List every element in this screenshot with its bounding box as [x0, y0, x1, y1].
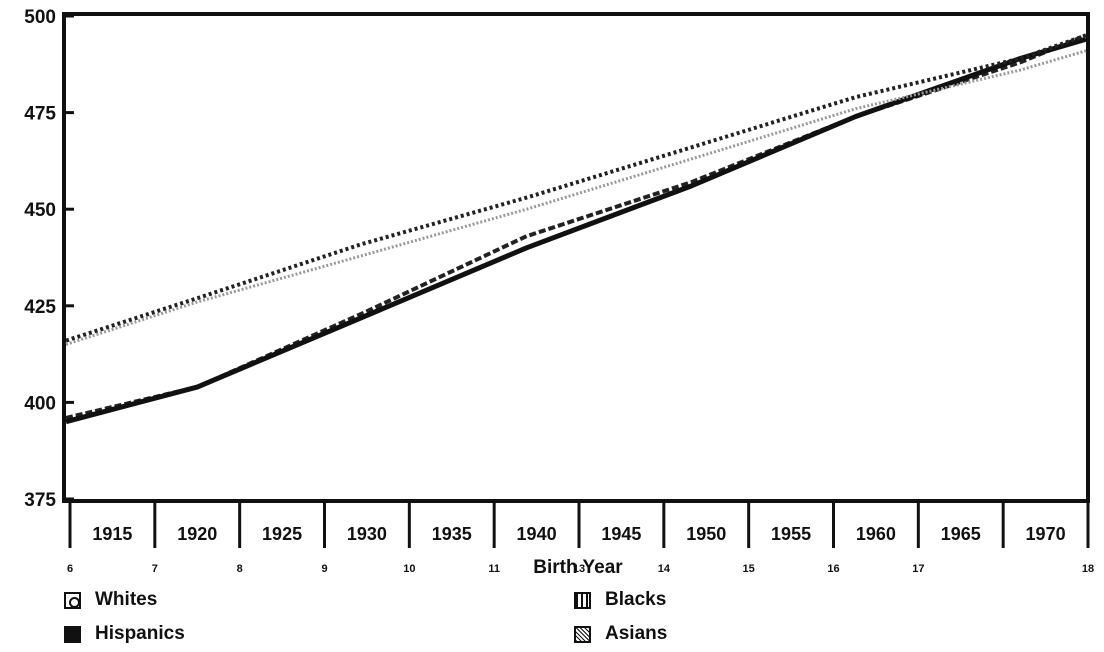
y-tick-label: 375	[24, 490, 56, 511]
x-tick-label: 1950	[686, 524, 726, 544]
y-tick-label: 425	[24, 297, 56, 318]
x-index-label: 16	[827, 563, 839, 575]
series-line-blacks	[65, 33, 1087, 343]
y-tick-label: 400	[24, 393, 56, 414]
x-tick-label: 1915	[92, 524, 132, 544]
x-index-label: 14	[658, 563, 671, 575]
x-axis-label: Birth Year	[533, 557, 623, 578]
x-tick-label: 1935	[432, 524, 472, 544]
x-axis: 1915 1920 1925 1930 1935 1940 1945 1950 1955 1960…	[67, 501, 1094, 575]
x-tick-label: 1930	[347, 524, 387, 544]
x-index-label: 6	[67, 563, 73, 575]
x-index-label: 17	[912, 563, 924, 575]
x-tick-label: 1945	[601, 524, 641, 544]
x-index-label: 9	[321, 563, 327, 575]
x-tick-label: 1955	[771, 524, 811, 544]
x-tick-label: 1965	[941, 524, 981, 544]
y-tick-label: 475	[24, 104, 56, 125]
y-tick-label: 500	[24, 7, 56, 28]
plot-frame	[62, 12, 1090, 503]
x-tick-label: 1970	[1026, 524, 1066, 544]
series-lines	[65, 33, 1087, 425]
y-axis: 375 400 425 450 475 500	[24, 7, 74, 511]
x-tick-label: 1925	[262, 524, 302, 544]
series-line-hispanics	[65, 36, 1087, 425]
x-tick-label: 1920	[177, 524, 217, 544]
x-index-label: 15	[743, 563, 755, 575]
x-index-label: 10	[403, 563, 415, 575]
series-line-asians	[65, 49, 1087, 346]
x-index-label: 13	[573, 563, 585, 575]
x-index-label: 18	[1082, 563, 1094, 575]
x-index-label: 7	[152, 563, 158, 575]
x-index-label: 11	[488, 563, 500, 575]
x-index-label: 8	[237, 563, 243, 575]
y-tick-label: 450	[24, 200, 56, 221]
x-tick-label: 1940	[517, 524, 557, 544]
x-tick-label: 1960	[856, 524, 896, 544]
